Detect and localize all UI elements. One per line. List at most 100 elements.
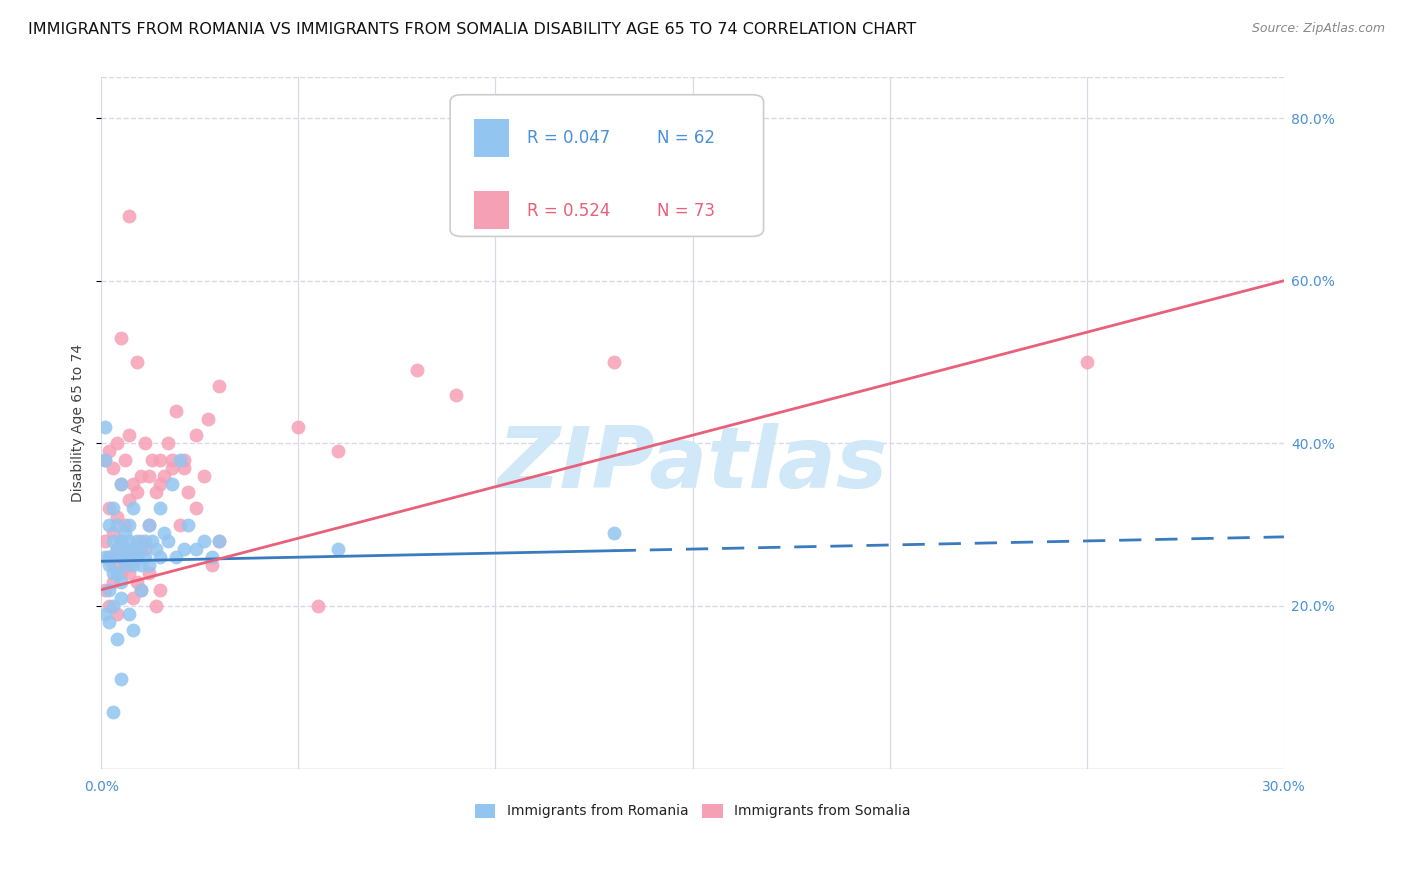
Point [173, 542, 195, 557]
Point [149, 452, 172, 467]
Point [193, 468, 215, 483]
Point [114, 517, 136, 532]
Point [125, 574, 148, 589]
Point [444, 387, 467, 401]
Point [121, 558, 143, 573]
FancyBboxPatch shape [474, 119, 509, 157]
Point [105, 632, 128, 646]
Point [118, 209, 141, 223]
Point [105, 566, 128, 581]
Point [184, 428, 207, 442]
Point [121, 501, 143, 516]
Point [165, 404, 187, 418]
Point [157, 436, 180, 450]
Point [129, 558, 152, 573]
Point [121, 542, 143, 557]
Point [134, 436, 156, 450]
Point [98, 550, 121, 565]
Point [101, 705, 124, 719]
Point [101, 599, 124, 613]
Point [98, 582, 121, 597]
Point [101, 566, 124, 581]
Text: Source: ZipAtlas.com: Source: ZipAtlas.com [1251, 22, 1385, 36]
Point [118, 566, 141, 581]
Point [138, 566, 160, 581]
Point [114, 542, 136, 557]
Point [149, 582, 172, 597]
Point [1076, 355, 1098, 369]
Point [177, 517, 200, 532]
Point [160, 477, 183, 491]
Point [160, 460, 183, 475]
Point [125, 485, 148, 500]
Point [173, 452, 195, 467]
Point [200, 558, 222, 573]
Point [94, 533, 117, 548]
Point [101, 525, 124, 540]
Point [110, 533, 132, 548]
Point [153, 525, 176, 540]
Point [101, 501, 124, 516]
Point [114, 558, 136, 573]
Point [129, 533, 152, 548]
Point [129, 582, 152, 597]
Point [173, 460, 195, 475]
Point [157, 533, 180, 548]
Point [101, 574, 124, 589]
Point [129, 468, 152, 483]
FancyBboxPatch shape [474, 192, 509, 229]
Point [118, 533, 141, 548]
Point [105, 517, 128, 532]
Point [118, 428, 141, 442]
Point [105, 542, 128, 557]
Point [105, 607, 128, 621]
Point [105, 509, 128, 524]
Point [165, 550, 187, 565]
Point [105, 542, 128, 557]
Point [105, 436, 128, 450]
Point [94, 582, 117, 597]
Point [110, 542, 132, 557]
Point [110, 566, 132, 581]
Point [98, 501, 121, 516]
Point [101, 558, 124, 573]
Point [138, 517, 160, 532]
Point [149, 477, 172, 491]
Point [326, 542, 349, 557]
Point [141, 452, 163, 467]
Point [94, 607, 117, 621]
Point [118, 493, 141, 508]
Point [177, 485, 200, 500]
Point [145, 485, 167, 500]
Point [110, 550, 132, 565]
Point [114, 525, 136, 540]
Point [121, 624, 143, 638]
Legend: Immigrants from Romania, Immigrants from Somalia: Immigrants from Romania, Immigrants from… [470, 798, 917, 824]
Point [114, 452, 136, 467]
Point [134, 533, 156, 548]
Point [114, 550, 136, 565]
Point [101, 533, 124, 548]
Point [129, 542, 152, 557]
Point [193, 533, 215, 548]
Point [200, 550, 222, 565]
Point [287, 420, 309, 434]
Point [118, 550, 141, 565]
Point [149, 550, 172, 565]
FancyBboxPatch shape [450, 95, 763, 236]
Point [110, 533, 132, 548]
Point [98, 558, 121, 573]
Point [98, 517, 121, 532]
Point [94, 452, 117, 467]
Point [405, 363, 427, 377]
Point [110, 477, 132, 491]
Point [101, 460, 124, 475]
Text: ZIPatlas: ZIPatlas [498, 423, 887, 506]
Point [184, 501, 207, 516]
Point [118, 607, 141, 621]
Point [125, 533, 148, 548]
Text: N = 73: N = 73 [657, 202, 716, 219]
Point [169, 452, 191, 467]
Point [134, 550, 156, 565]
Point [98, 444, 121, 458]
